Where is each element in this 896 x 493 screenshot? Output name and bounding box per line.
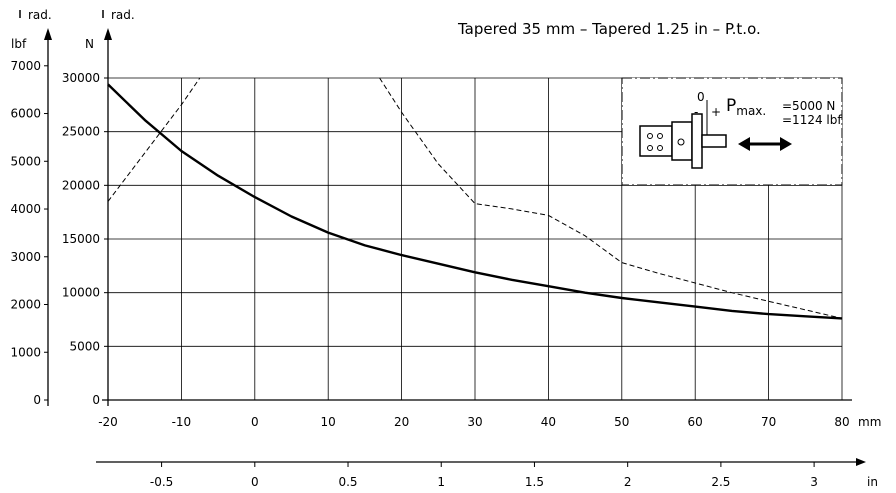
- in-tick-label: 2.5: [711, 475, 730, 489]
- mm-tick-label: 10: [321, 415, 336, 429]
- dashed-series-line: [107, 77, 201, 202]
- lbf-tick-label: 2000: [10, 298, 41, 312]
- mm-tick-label: 50: [614, 415, 629, 429]
- motor-port-icon: [657, 133, 663, 139]
- n-tick-label: 0: [92, 393, 100, 407]
- in-axis-arrow: [856, 458, 866, 466]
- mm-tick-label: 80: [834, 415, 849, 429]
- in-tick-label: -0.5: [150, 475, 173, 489]
- lbf-tick-label: 1000: [10, 345, 41, 359]
- n-tick-label: 20000: [62, 178, 100, 192]
- n-tick-label: 30000: [62, 71, 100, 85]
- lbf-tick-label: 6000: [10, 107, 41, 121]
- n-axis-unit: N: [85, 37, 94, 51]
- mm-tick-label: 20: [394, 415, 409, 429]
- p-symbol: P: [726, 96, 736, 116]
- motor-mount-icon: [691, 113, 703, 169]
- lbf-tick-label: 0: [33, 393, 41, 407]
- in-tick-label: 1.5: [525, 475, 544, 489]
- mm-tick-label: 40: [541, 415, 556, 429]
- tick-labels: 0500010000150002000025000300000100020003…: [10, 59, 849, 489]
- plus-label: +: [711, 105, 721, 119]
- in-tick-label: 0: [251, 475, 259, 489]
- motor-flange-icon: [671, 121, 693, 161]
- motor-port-icon: [677, 138, 685, 146]
- in-axis-unit: in: [867, 475, 878, 489]
- double-arrow-icon: [738, 137, 792, 151]
- solid-series-line: [107, 83, 843, 320]
- mm-axis-unit: mm: [858, 415, 881, 429]
- zero-marker-label: 0: [697, 90, 705, 104]
- mm-tick-label: -20: [98, 415, 118, 429]
- minus-label: -: [694, 105, 698, 119]
- lbf-tick-label: 5000: [10, 154, 41, 168]
- mm-tick-label: 30: [467, 415, 482, 429]
- in-tick-label: 2: [624, 475, 632, 489]
- n-tick-label: 15000: [62, 232, 100, 246]
- lbf-axis-arrow: [44, 28, 52, 40]
- lbf-tick-label: 4000: [10, 202, 41, 216]
- motor-port-icon: [647, 145, 653, 151]
- p-max-lbf: =1124 lbf: [782, 113, 842, 127]
- dashed-series-line: [379, 77, 843, 319]
- mm-tick-label: 60: [688, 415, 703, 429]
- in-tick-label: 1: [437, 475, 445, 489]
- series-lines: [107, 77, 843, 320]
- n-tick-label: 25000: [62, 125, 100, 139]
- load-diagram-inset: 0 - + Pmax. =5000 N =1124 lbf: [621, 77, 843, 186]
- p-max-newton: =5000 N: [782, 99, 835, 113]
- lbf-axis-rad-label: rad.: [28, 8, 52, 22]
- n-tick-label: 5000: [69, 339, 100, 353]
- n-tick-label: 10000: [62, 286, 100, 300]
- p-subscript: max.: [736, 104, 766, 118]
- axes: [44, 28, 866, 466]
- in-tick-label: 3: [810, 475, 818, 489]
- motor-body-icon: [639, 125, 673, 157]
- mm-tick-label: -10: [172, 415, 192, 429]
- lbf-axis-unit: lbf: [11, 37, 27, 51]
- chart-title: Tapered 35 mm – Tapered 1.25 in – P.t.o.: [457, 20, 761, 38]
- lbf-tick-label: 7000: [10, 59, 41, 73]
- motor-port-icon: [657, 145, 663, 151]
- motor-port-icon: [647, 133, 653, 139]
- p-max-label: Pmax.: [726, 96, 766, 118]
- motor-shaft-icon: [701, 134, 727, 148]
- n-axis-rad-label: rad.: [111, 8, 135, 22]
- mm-tick-label: 70: [761, 415, 776, 429]
- mm-tick-label: 0: [251, 415, 259, 429]
- in-tick-label: 0.5: [338, 475, 357, 489]
- lbf-tick-label: 3000: [10, 250, 41, 264]
- n-axis-arrow: [104, 28, 112, 40]
